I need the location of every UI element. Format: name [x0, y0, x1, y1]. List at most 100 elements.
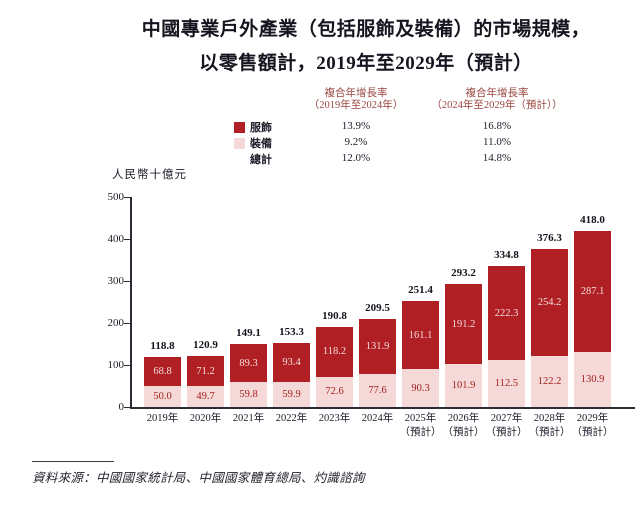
x-label-year: 2020年	[189, 413, 222, 424]
bar-2021年: 89.3 59.8	[230, 344, 267, 407]
x-axis-label-2023年: 2023年	[304, 412, 365, 426]
y-axis-unit-label: 人民幣十億元	[112, 169, 187, 181]
x-label-year: 2029年	[576, 413, 609, 424]
apparel-cagr-2019-2024: 13.9%	[341, 120, 371, 132]
y-tick-label-200: 200	[107, 316, 125, 329]
equipment-segment-2023年: 72.6	[316, 376, 353, 407]
legend-label-equipment: 裝備	[250, 138, 272, 150]
apparel-segment-2020年: 71.2	[187, 356, 224, 387]
equipment-segment-2022年: 59.9	[273, 381, 310, 407]
x-label-year: 2021年	[232, 413, 265, 424]
total-label-2026年: 293.2	[451, 266, 476, 279]
x-axis-label-2019年: 2019年	[132, 412, 193, 426]
cagr-header-period: （2024年至2029年（預計））	[431, 100, 563, 111]
cagr-header-title: 複合年增長率	[324, 88, 388, 99]
bar-2029年: 287.1 130.9	[574, 231, 611, 407]
apparel-segment-2025年: 161.1	[402, 301, 439, 370]
x-axis-label-2028年: 2028年 （預計）	[519, 412, 580, 440]
total-cagr-2024-2029: 14.8%	[482, 152, 512, 164]
total-label-2028年: 376.3	[537, 231, 562, 244]
equipment-segment-2029年: 130.9	[574, 352, 611, 407]
equipment-cagr-2019-2024: 9.2%	[344, 136, 368, 148]
apparel-cagr-2024-2029: 16.8%	[482, 120, 512, 132]
cagr-header-title: 複合年增長率	[465, 88, 529, 99]
total-label-2022年: 153.3	[279, 325, 304, 338]
chart-title-line1: 中國專業戶外產業（包括服飾及裝備）的市場規模，	[141, 19, 591, 40]
apparel-color-swatch	[234, 121, 245, 133]
x-label-year: 2024年	[361, 413, 394, 424]
y-tick-mark-400	[124, 239, 130, 240]
equipment-color-swatch	[234, 137, 245, 149]
x-label-year: 2025年	[404, 413, 437, 424]
y-tick-mark-0	[124, 407, 130, 408]
total-label-2023年: 190.8	[322, 309, 347, 322]
legend-item-apparel: 服飾	[226, 119, 288, 135]
bar-2026年: 191.2 101.9	[445, 283, 482, 407]
apparel-segment-2029年: 287.1	[574, 231, 611, 353]
y-tick-label-500: 500	[107, 190, 125, 203]
x-axis-label-2025年: 2025年 （預計）	[390, 412, 451, 440]
y-tick-mark-100	[124, 365, 130, 366]
x-label-year: 2028年	[533, 413, 566, 424]
chart-title: 中國專業戶外產業（包括服飾及裝備）的市場規模， 以零售額計，2019年至2029…	[96, 13, 636, 81]
equipment-segment-2028年: 122.2	[531, 355, 568, 407]
total-label-2021年: 149.1	[236, 327, 261, 340]
y-tick-label-400: 400	[107, 232, 125, 245]
bar-2025年: 161.1 90.3	[402, 301, 439, 407]
equipment-cagr-2024-2029: 11.0%	[482, 136, 511, 148]
x-label-forecast-note: （預計）	[442, 427, 485, 438]
total-label-2024年: 209.5	[365, 302, 390, 314]
x-label-year: 2023年	[318, 413, 351, 424]
bar-2020年: 71.2 49.7	[187, 356, 224, 407]
equipment-segment-2025年: 90.3	[402, 369, 439, 407]
x-axis-line	[130, 407, 635, 409]
legend-label-total: 總計	[250, 154, 272, 166]
footnote-divider	[32, 461, 114, 462]
apparel-segment-2027年: 222.3	[488, 266, 525, 360]
x-axis-label-2021年: 2021年	[218, 412, 279, 426]
total-label-2027年: 334.8	[494, 249, 519, 262]
apparel-segment-2028年: 254.2	[531, 248, 568, 356]
y-tick-label-0: 0	[118, 400, 125, 413]
total-label-2025年: 251.4	[408, 284, 433, 297]
x-label-forecast-note: （預計）	[399, 427, 442, 438]
bar-2022年: 93.4 59.9	[273, 342, 310, 407]
cagr-legend-table: 複合年增長率 （2019年至2024年） 複合年增長率 （2024年至2029年…	[226, 88, 570, 167]
cagr-header-period: （2019年至2024年）	[308, 100, 404, 111]
chart-title-line2: 以零售額計，2019年至2029年（預計）	[199, 53, 533, 74]
apparel-segment-2024年: 131.9	[359, 319, 396, 375]
cagr-column-header-2024-2029: 複合年增長率 （2024年至2029年（預計））	[424, 88, 570, 119]
x-axis-label-2020年: 2020年	[175, 412, 236, 426]
x-axis-label-2024年: 2024年	[347, 412, 408, 426]
x-label-forecast-note: （預計）	[528, 427, 571, 438]
y-tick-label-300: 300	[107, 274, 125, 287]
bar-2023年: 118.2 72.6	[316, 326, 353, 407]
x-label-year: 2019年	[146, 413, 179, 424]
y-tick-mark-300	[124, 281, 130, 282]
x-label-year: 2022年	[275, 413, 308, 424]
equipment-segment-2021年: 59.8	[230, 381, 267, 407]
equipment-segment-2019年: 50.0	[144, 385, 181, 407]
total-cagr-2019-2024: 12.0%	[341, 152, 371, 164]
x-label-year: 2026年	[447, 413, 480, 424]
equipment-segment-2026年: 101.9	[445, 364, 482, 407]
apparel-segment-2023年: 118.2	[316, 326, 353, 377]
apparel-segment-2019年: 68.8	[144, 357, 181, 386]
x-label-forecast-note: （預計）	[485, 427, 528, 438]
y-tick-mark-200	[124, 323, 130, 324]
total-label-2019年: 118.8	[150, 340, 175, 353]
equipment-segment-2027年: 112.5	[488, 359, 525, 407]
apparel-segment-2022年: 93.4	[273, 342, 310, 382]
y-tick-label-100: 100	[107, 358, 125, 371]
x-label-forecast-note: （預計）	[571, 427, 614, 438]
bar-2028年: 254.2 122.2	[531, 248, 568, 407]
legend-item-equipment: 裝備	[226, 135, 288, 151]
x-axis-label-2027年: 2027年 （預計）	[476, 412, 537, 440]
x-axis-label-2029年: 2029年 （預計）	[562, 412, 623, 440]
legend-item-total: 總計	[226, 151, 288, 167]
apparel-segment-2021年: 89.3	[230, 344, 267, 382]
x-axis-label-2022年: 2022年	[261, 412, 322, 426]
equipment-segment-2024年: 77.6	[359, 374, 396, 407]
